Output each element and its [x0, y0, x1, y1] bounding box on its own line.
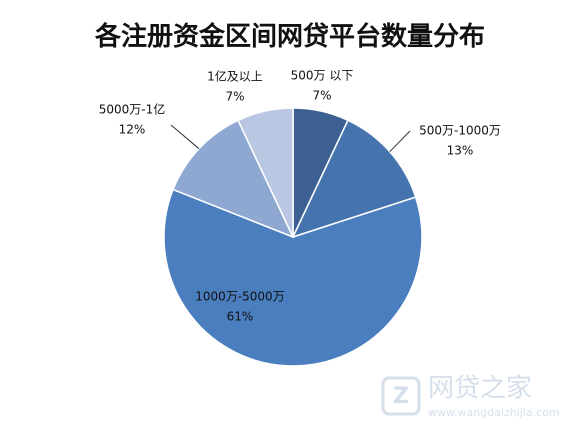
slice-value-label: 61% [227, 310, 254, 324]
slice-label: 5000万-1亿 [99, 102, 166, 117]
slice-value-label: 7% [225, 90, 244, 104]
leader-line [389, 130, 411, 153]
slice-value-label: 7% [312, 89, 331, 103]
slice-label: 1000万-5000万 [195, 290, 284, 304]
chart-title: 各注册资金区间网贷平台数量分布 [94, 21, 485, 52]
slice-label: 500万 以下 [291, 69, 354, 83]
watermark-logo [381, 376, 421, 416]
leader-line [170, 124, 200, 150]
slice-label: 1亿及以上 [207, 69, 263, 84]
watermark-name: 网贷之家 [428, 374, 532, 404]
pie-slice [163, 188, 423, 367]
pie-slice [237, 107, 294, 238]
watermark-logo-mark: Z [393, 384, 409, 409]
slice-label: 500万-1000万 [419, 124, 501, 138]
slice-value-label: 12% [119, 123, 146, 137]
watermark-url: www.wangdaizhijia.com [428, 406, 560, 419]
pie-slice [172, 119, 295, 239]
slice-value-label: 13% [447, 144, 474, 158]
watermark: Z 网贷之家 www.wangdaizhijia.com [381, 374, 560, 419]
